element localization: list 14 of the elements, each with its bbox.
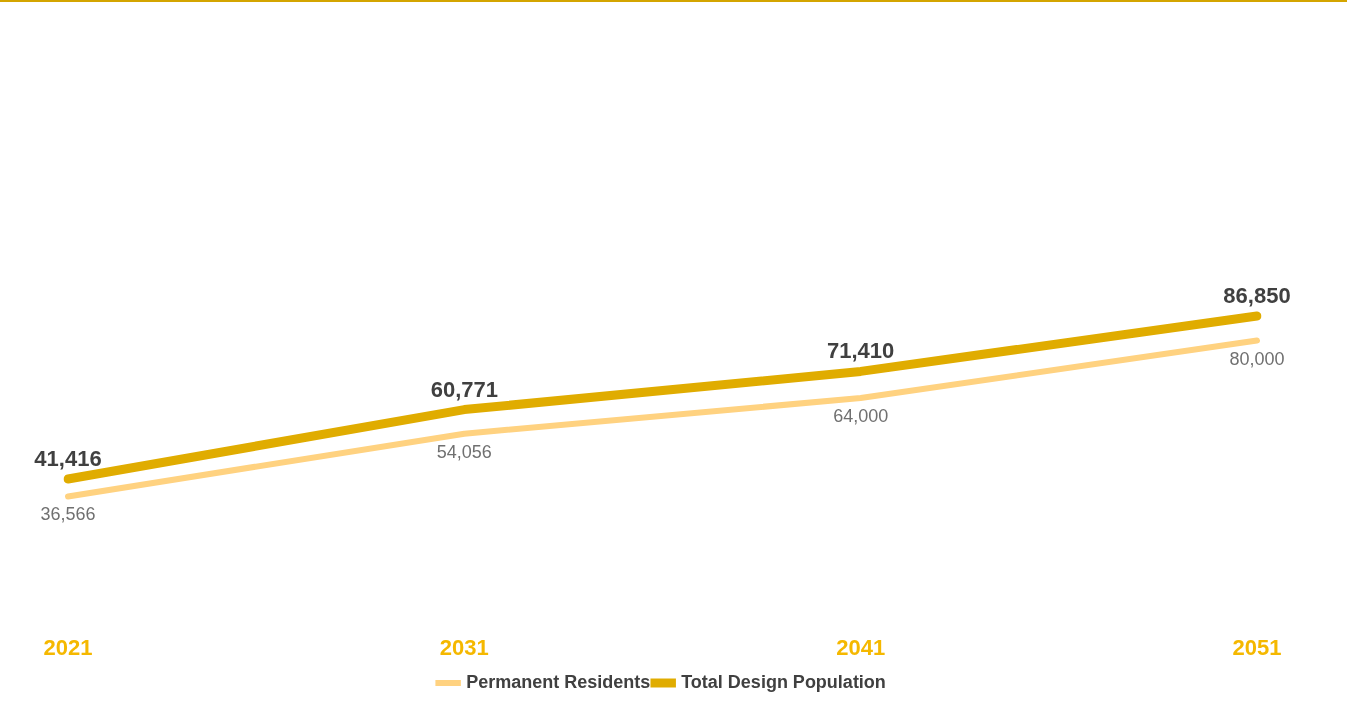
x-tick-label: 2031: [439, 634, 489, 660]
data-label: 71,410: [827, 338, 895, 364]
x-tick-label: 2041: [836, 634, 886, 660]
x-tick-label: 2021: [43, 634, 93, 660]
legend-label: Permanent Residents: [466, 671, 651, 692]
legend-label: Total Design Population: [681, 671, 886, 692]
data-label: 41,416: [34, 446, 102, 472]
data-label: 64,000: [833, 405, 889, 426]
data-label: 36,566: [40, 504, 96, 525]
data-label: 80,000: [1229, 348, 1285, 369]
x-tick-label: 2051: [1232, 634, 1282, 660]
data-label: 54,056: [436, 441, 492, 462]
data-label: 60,771: [430, 376, 498, 402]
data-label: 86,850: [1223, 283, 1291, 309]
